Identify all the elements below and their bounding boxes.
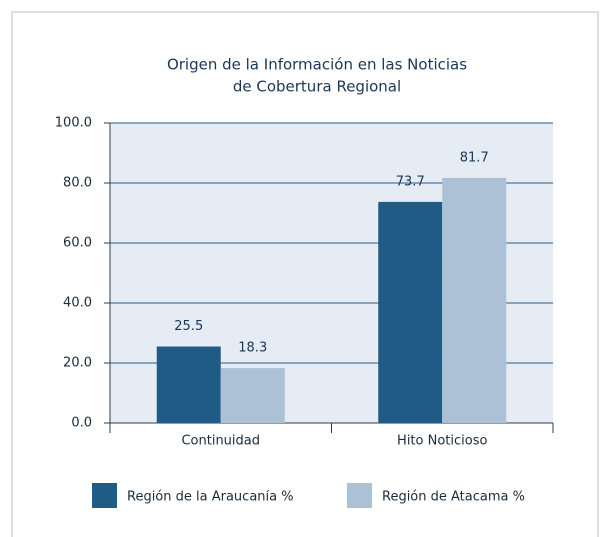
bar [220, 368, 285, 423]
chart-title: de Cobertura Regional [233, 78, 401, 96]
y-tick-label: 40.0 [63, 296, 92, 311]
bar [442, 177, 507, 423]
y-tick-label: 80.0 [63, 176, 92, 191]
legend-label: Región de la Araucanía % [127, 490, 294, 505]
legend-swatch [347, 483, 372, 508]
data-label: 73.7 [396, 174, 425, 189]
chart-title: Origen de la Información en las Noticias [167, 56, 467, 74]
frame [11, 11, 599, 537]
data-label: 18.3 [238, 341, 267, 356]
bar [156, 346, 221, 423]
y-tick-label: 60.0 [63, 236, 92, 251]
data-label: 81.7 [460, 150, 489, 165]
bar [378, 201, 443, 423]
legend-label: Región de Atacama % [382, 490, 525, 505]
y-tick-label: 20.0 [63, 356, 92, 371]
y-tick-label: 0.0 [71, 416, 92, 431]
x-tick-label: Hito Noticioso [397, 434, 487, 449]
data-label: 25.5 [174, 319, 203, 334]
x-tick-label: Continuidad [181, 434, 260, 449]
y-tick-label: 100.0 [55, 116, 92, 131]
legend-swatch [92, 483, 117, 508]
